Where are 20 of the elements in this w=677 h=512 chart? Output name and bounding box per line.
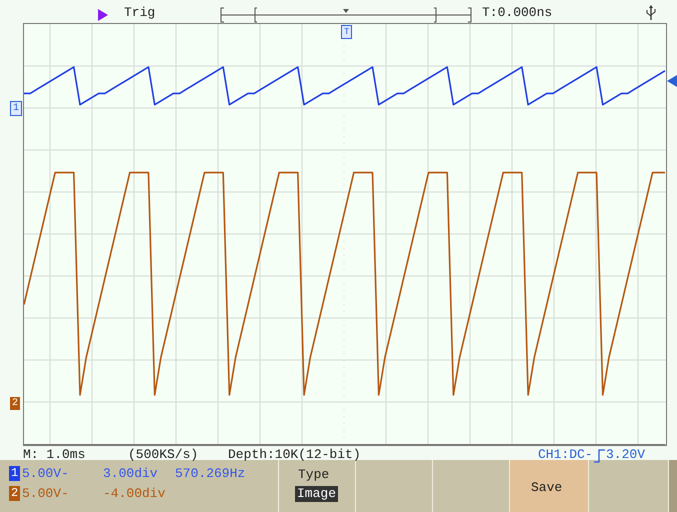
text: 2 <box>9 486 20 501</box>
text: -4.00div <box>103 486 166 502</box>
text: 5.00V- <box>22 466 69 482</box>
text: M: 1.0ms <box>23 447 86 463</box>
text: 1 <box>9 466 20 481</box>
text: Type <box>298 467 330 483</box>
text: 570.269Hz <box>175 466 246 482</box>
text: 5.00V- <box>22 486 69 502</box>
text: (500KS/s) <box>128 447 198 463</box>
text: Image <box>295 486 338 502</box>
text: T:0.000ns <box>482 5 552 21</box>
text: 1 <box>10 101 22 116</box>
text: Trig <box>124 5 156 21</box>
text: 3.00div <box>103 466 158 482</box>
text: Depth:10K(12-bit) <box>228 447 361 463</box>
text: T <box>341 25 352 39</box>
text: 2 <box>10 397 20 410</box>
text: Save <box>531 480 562 496</box>
text: 3.20V <box>606 447 646 463</box>
text: CH1:DC- <box>538 447 593 463</box>
